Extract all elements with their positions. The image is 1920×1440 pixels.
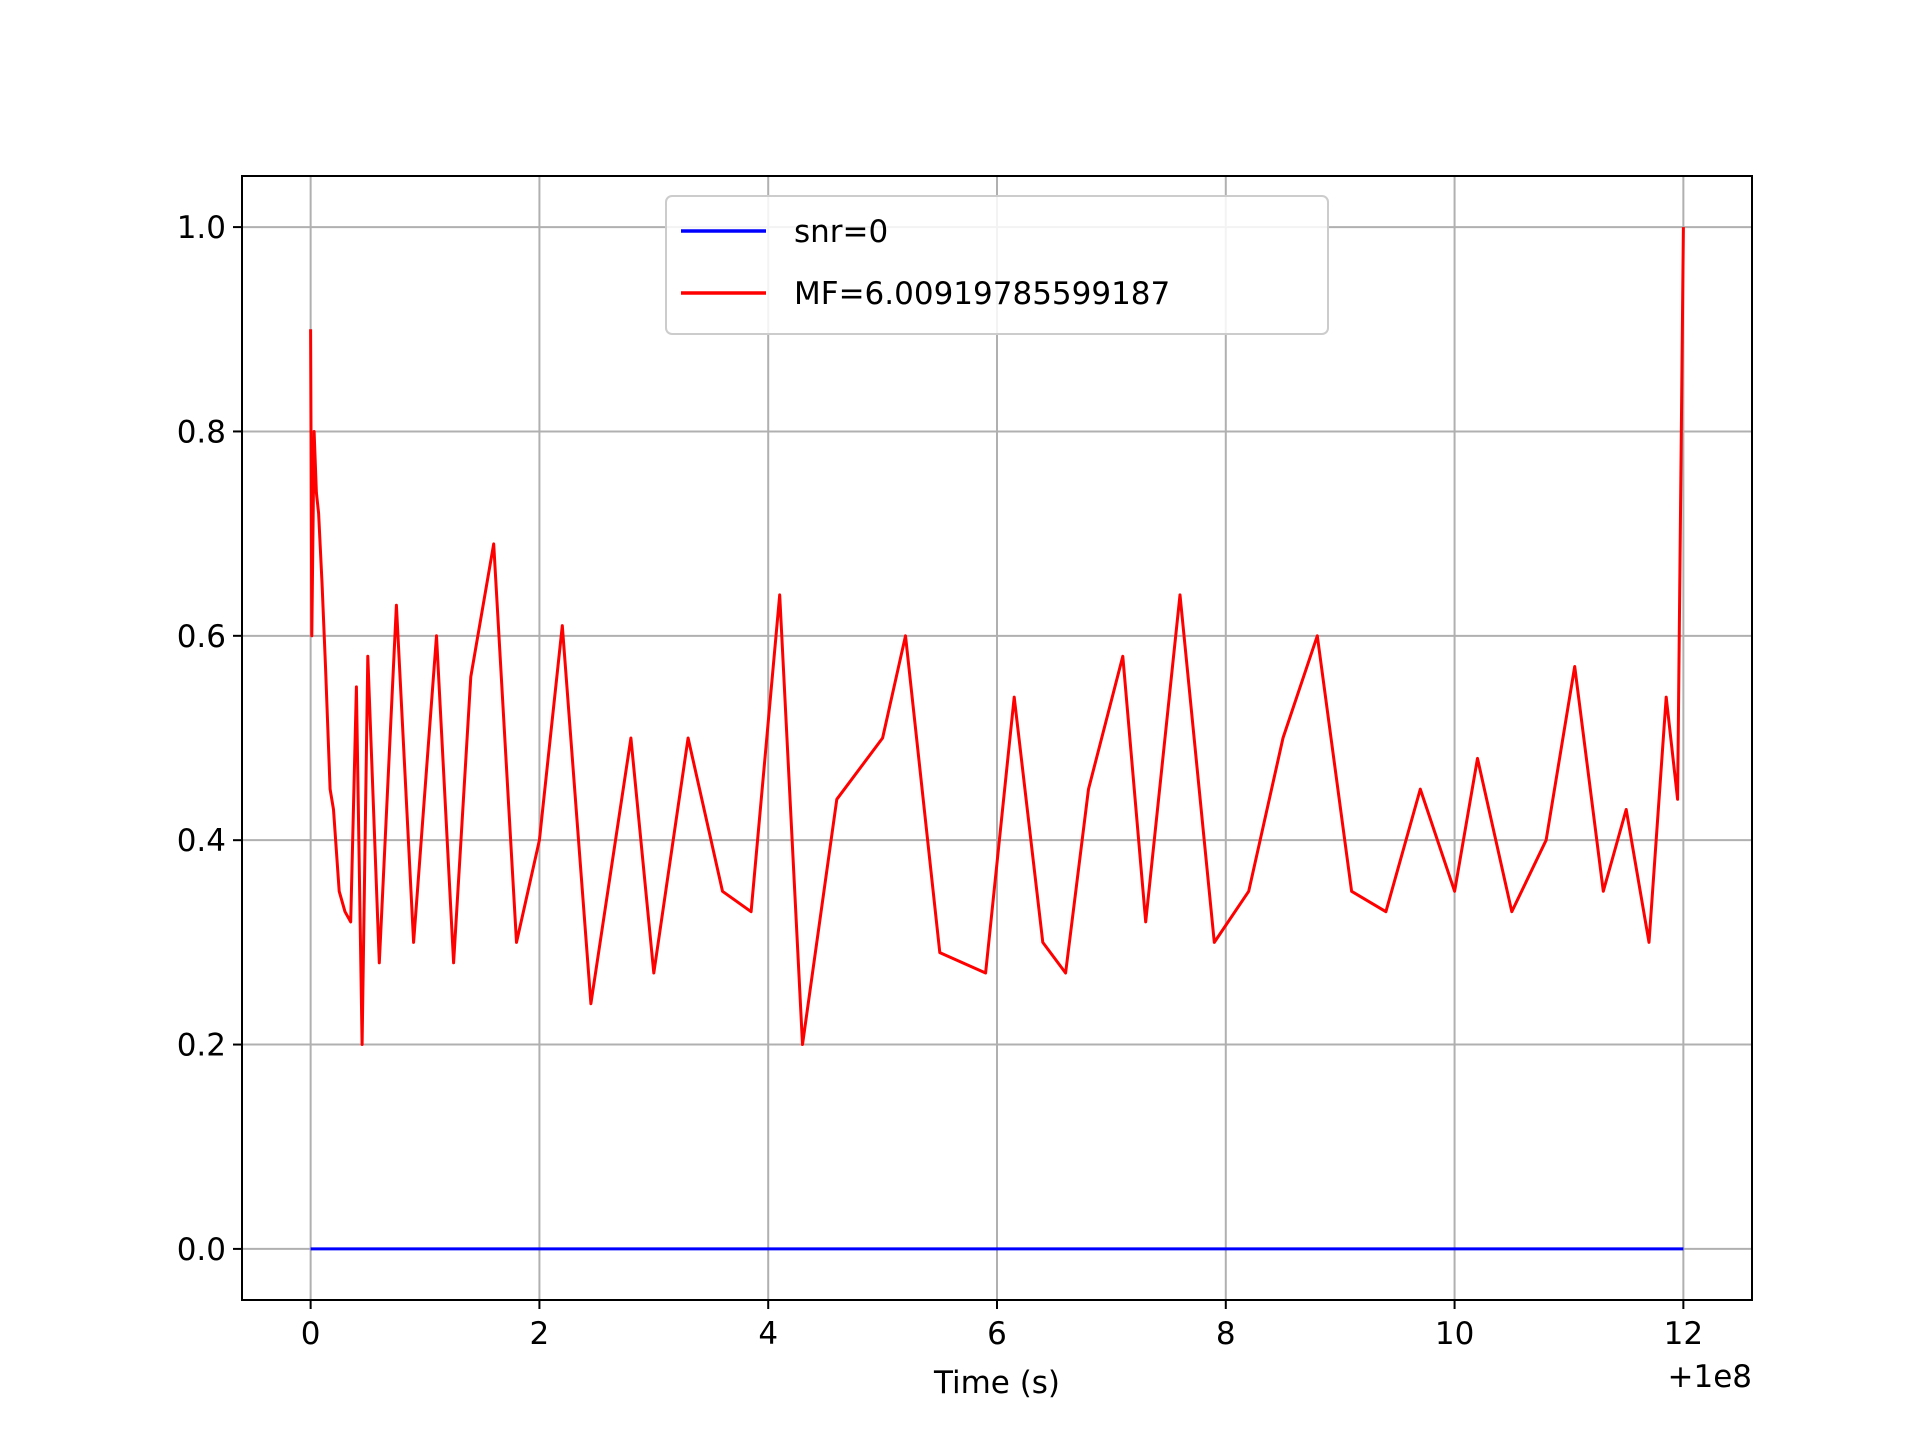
legend: snr=0 MF=6.00919785599187: [665, 195, 1329, 335]
y-tick-label: 0.4: [177, 823, 226, 859]
x-axis-label: Time (s): [933, 1365, 1060, 1401]
series-line-1: [309, 227, 1685, 1046]
legend-box: [665, 195, 1329, 335]
legend-entry-label: MF=6.00919785599187: [794, 276, 1170, 312]
plot-area: [309, 227, 1685, 1251]
axis-ticks: 0 2 4 6 8 10 12 0.0 0.2 0.4 0.6 0.8 1.0: [177, 210, 1703, 1352]
y-tick-label: 0.0: [177, 1232, 226, 1268]
x-tick-label: 4: [758, 1316, 778, 1352]
x-tick-label: 8: [1216, 1316, 1236, 1352]
x-tick-label: 6: [987, 1316, 1007, 1352]
x-tick-label: 2: [530, 1316, 550, 1352]
x-axis-offset-label: +1e8: [1668, 1359, 1753, 1395]
y-tick-label: 0.6: [177, 619, 226, 655]
y-tick-label: 1.0: [177, 210, 226, 246]
legend-entry-label: snr=0: [794, 214, 888, 250]
y-tick-label: 0.8: [177, 414, 226, 450]
y-tick-label: 0.2: [177, 1028, 226, 1064]
x-tick-label: 10: [1435, 1316, 1474, 1352]
x-tick-label: 12: [1664, 1316, 1703, 1352]
x-tick-label: 0: [301, 1316, 321, 1352]
